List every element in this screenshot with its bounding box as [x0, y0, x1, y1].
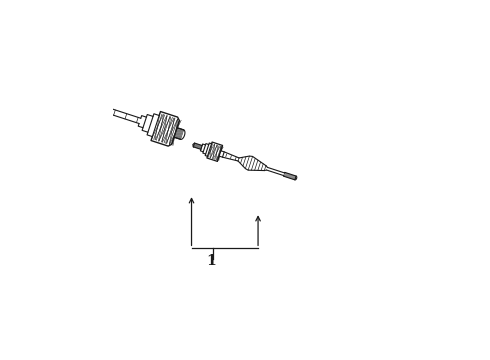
Text: 1: 1 — [206, 254, 216, 268]
